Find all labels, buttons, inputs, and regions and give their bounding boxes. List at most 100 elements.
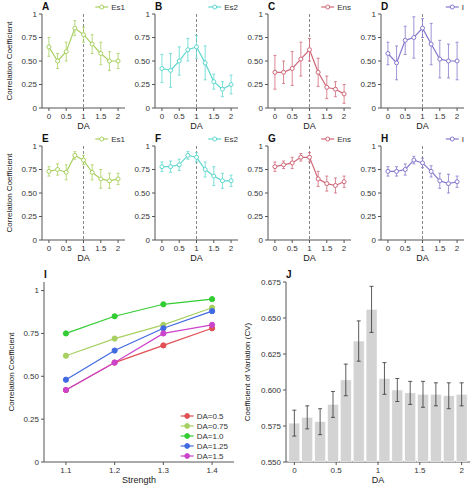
x-tick-label: 2 [342,244,347,253]
x-tick-label: 1.5 [208,112,220,121]
error-bar [317,58,320,86]
y-tick-label: 0.575 [261,422,282,431]
y-tick-label: 1 [372,10,377,19]
legend-label: I [462,3,464,12]
y-tick-label: 0.600 [261,386,282,395]
legend-marker [213,137,217,141]
error-bar [421,158,424,167]
plot-area [63,297,214,393]
x-axis-label: DA [303,121,316,131]
y-tick-label: 0.75 [23,329,39,338]
y-tick-label: 0.75 [134,33,150,42]
marker [229,179,233,183]
marker [90,170,94,174]
x-tick-label: 0.5 [174,244,186,253]
error-bar [212,167,215,186]
legend-marker [213,5,217,9]
x-tick-label: 1.5 [95,244,107,253]
x-tick-label: 1 [307,112,312,121]
error-bar [73,152,76,160]
error-bar [82,155,85,164]
y-tick-label: 0.50 [134,57,150,66]
error-bar [178,159,181,170]
y-tick-label: 0.550 [261,458,282,467]
error-bar [308,38,311,61]
legend-marker [100,137,104,141]
x-tick-label: 1 [420,112,425,121]
y-tick-label: 0 [35,458,40,467]
error-bar [117,173,120,184]
marker [438,179,442,183]
x-tick-label: 0 [273,244,278,253]
error-bar [99,42,102,65]
marker [282,163,286,167]
marker [169,68,173,72]
plot-area [273,14,346,108]
legend: Es1 [95,3,125,12]
error-bar [299,154,302,162]
x-tick-label: 0 [160,244,165,253]
error-bar [56,53,59,68]
error-bar [230,75,233,94]
marker [99,177,103,181]
marker [47,169,51,173]
reference-line [196,14,197,108]
error-bar [82,27,85,42]
error-bar [305,406,309,429]
plot-area [386,146,459,240]
error-bar [308,153,311,162]
y-tick-label: 0 [259,104,264,113]
marker [195,45,199,49]
legend-label: DA=1.0 [197,432,224,441]
reference-line [309,146,310,240]
panel: 00.250.500.75100.511.52DACEns [247,1,351,131]
marker [220,87,224,91]
y-tick-label: 0.50 [134,189,150,198]
series-line [388,160,457,184]
x-tick-label: 0.5 [331,466,343,475]
marker [299,57,303,61]
marker [438,57,442,61]
legend-marker [185,434,190,439]
error-bar [325,76,328,99]
y-tick-label: 0.50 [360,57,376,66]
marker [308,155,312,159]
marker [209,322,214,327]
y-tick-label: 1 [372,142,377,151]
marker [195,155,199,159]
y-tick-label: 0.25 [247,80,263,89]
error-bar [395,167,398,176]
legend-label: Ens [337,135,351,144]
x-tick-label: 0 [47,112,52,121]
y-tick-label: 1 [146,142,151,151]
panel-label: C [268,1,275,12]
legend: I [446,135,464,144]
panel: 00.250.500.75100.511.52DADI [360,1,464,131]
y-tick-label: 0.75 [247,33,263,42]
x-tick-label: 0.5 [61,244,73,253]
marker [186,153,190,157]
y-tick-label: 0 [259,236,264,245]
series-line [49,28,118,61]
marker [90,42,94,46]
error-bar [195,153,198,162]
marker [395,61,399,65]
y-axis [42,14,43,108]
x-tick-label: 1.5 [321,244,333,253]
error-bar [65,165,68,180]
marker [112,360,117,365]
panel-label: A [42,1,49,12]
marker [63,353,68,358]
series-line [49,155,118,180]
error-bar [434,383,438,406]
x-tick-label: 0.5 [61,112,73,121]
y-tick-label: 0.25 [360,80,376,89]
marker [116,177,120,181]
error-bar [408,381,412,404]
error-bar [370,286,374,332]
y-axis [286,282,287,462]
x-tick-label: 1.5 [434,244,446,253]
y-tick-label: 0.50 [21,57,37,66]
plot-area [160,146,233,240]
x-tick-label: 0 [386,112,391,121]
